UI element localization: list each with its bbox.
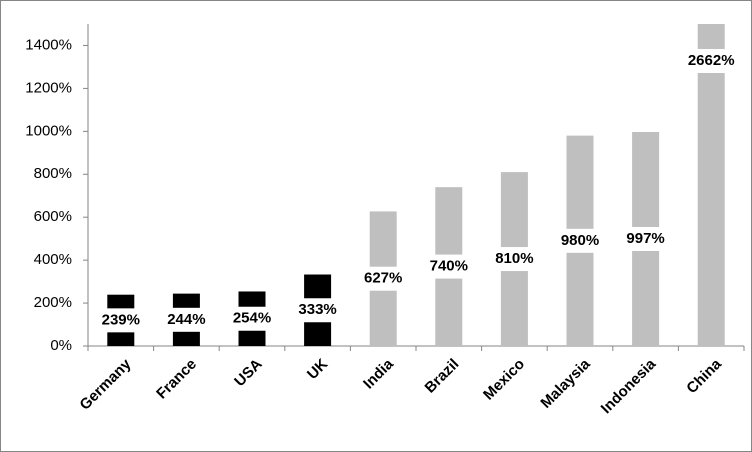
y-tick-label: 1000%	[25, 122, 72, 139]
data-label: 254%	[233, 310, 271, 327]
data-label-bg	[96, 308, 145, 333]
data-label: 627%	[364, 270, 402, 287]
data-label: 2662%	[688, 52, 735, 69]
data-label: 239%	[102, 311, 140, 328]
data-label-bg	[227, 306, 277, 331]
bar	[697, 24, 725, 346]
data-label-bg	[555, 228, 605, 253]
y-tick-label: 600%	[34, 208, 72, 225]
data-label-bg	[424, 254, 473, 279]
data-label: 810%	[495, 250, 533, 267]
data-label-bg	[621, 226, 670, 251]
data-label: 333%	[298, 301, 336, 318]
data-label: 740%	[430, 258, 468, 275]
y-tick-label: 0%	[50, 337, 72, 354]
data-label-bg	[490, 247, 539, 272]
y-tick-label: 400%	[34, 251, 72, 268]
data-label: 997%	[626, 230, 664, 247]
data-label: 980%	[561, 232, 599, 249]
data-label-bg	[162, 307, 211, 332]
y-tick-label: 200%	[34, 294, 72, 311]
data-label-bg	[682, 49, 740, 73]
data-label: 244%	[167, 311, 205, 328]
y-tick-label: 1200%	[25, 79, 72, 96]
y-tick-label: 1400%	[25, 36, 72, 53]
data-label-bg	[359, 266, 408, 291]
y-tick-label: 800%	[34, 165, 72, 182]
data-label-bg	[293, 298, 342, 323]
